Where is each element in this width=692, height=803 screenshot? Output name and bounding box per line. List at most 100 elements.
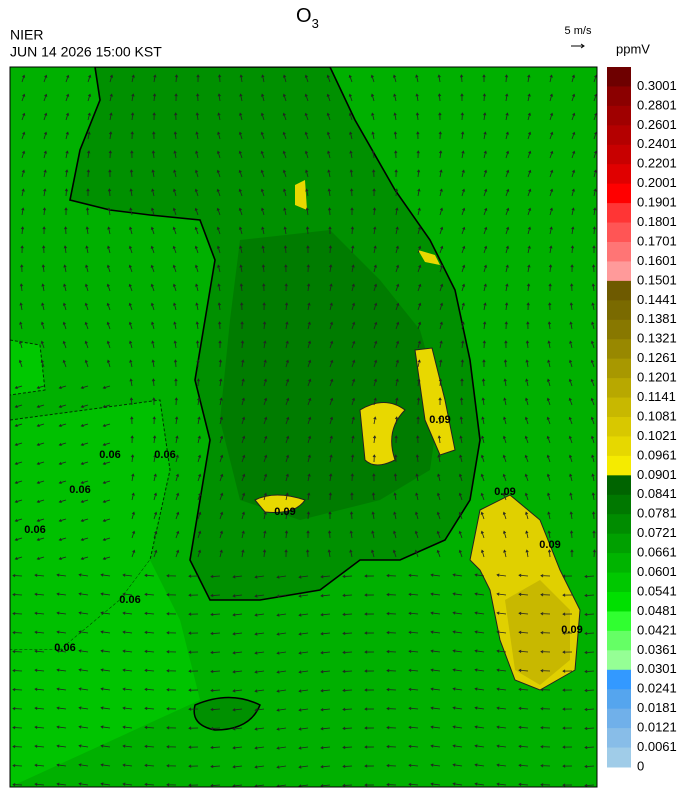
agency: NIER — [10, 27, 43, 43]
wind-arrow — [452, 744, 463, 748]
wind-arrow — [100, 782, 111, 786]
wind-arrow — [78, 668, 89, 672]
wind-arrow — [416, 169, 421, 178]
wind-arrow — [590, 435, 595, 444]
wind-arrow — [58, 480, 67, 485]
wind-arrow — [254, 689, 265, 693]
wind-arrow — [262, 302, 266, 311]
wind-arrow — [65, 169, 69, 178]
wind-arrow — [306, 264, 310, 273]
wind-arrow — [306, 549, 310, 558]
wind-arrow — [480, 549, 485, 558]
wind-arrow — [36, 499, 45, 504]
wind-arrow — [21, 188, 25, 197]
legend-label: 0.1081 — [637, 408, 677, 423]
wind-arrow — [481, 378, 486, 387]
wind-arrow — [548, 264, 553, 273]
wind-arrow — [65, 131, 69, 140]
wind-arrow — [549, 169, 554, 178]
wind-arrow — [276, 727, 287, 731]
wind-arrow — [549, 93, 553, 102]
wind-arrow — [254, 594, 265, 598]
wind-arrow — [584, 669, 595, 674]
wind-arrow — [395, 226, 399, 235]
wind-arrow — [151, 169, 155, 178]
wind-arrow — [505, 93, 509, 102]
wind-arrow — [152, 112, 156, 121]
high-zone — [254, 494, 306, 513]
wind-arrow — [540, 631, 551, 635]
wind-arrow — [371, 549, 375, 558]
wind-arrow — [373, 359, 378, 368]
wind-arrow — [195, 340, 200, 349]
wind-arrow — [329, 454, 333, 463]
wind-arrow — [210, 707, 221, 712]
wind-arrow — [241, 549, 245, 558]
wind-arrow — [474, 630, 485, 634]
wind-arrow — [496, 611, 507, 615]
wind-arrow — [562, 612, 573, 616]
wind-arrow — [505, 283, 509, 292]
wind-arrow — [305, 188, 309, 197]
wind-arrow — [58, 461, 67, 466]
wind-arrow — [261, 245, 265, 254]
wind-arrow — [460, 359, 465, 368]
wind-arrow — [219, 454, 224, 463]
wind-arrow — [175, 511, 180, 520]
wind-arrow — [452, 763, 463, 767]
wind-arrow — [197, 530, 202, 539]
wind-arrow — [261, 264, 266, 273]
high-zone — [418, 250, 440, 265]
wind-arrow — [571, 226, 575, 235]
wind-arrow — [18, 340, 23, 349]
wind-arrow — [518, 668, 529, 673]
wind-arrow — [12, 573, 23, 578]
wind-arrow — [84, 340, 89, 349]
wind-arrow — [216, 188, 221, 197]
wind-arrow — [461, 340, 465, 349]
wind-arrow — [329, 378, 334, 387]
wind-arrow — [438, 416, 442, 425]
wind-arrow — [307, 283, 311, 292]
wind-arrow — [351, 416, 355, 425]
wind-arrow — [144, 763, 155, 768]
wind-arrow — [217, 131, 221, 140]
wind-arrow — [307, 302, 311, 311]
wind-arrow — [460, 378, 464, 387]
wind-arrow — [496, 706, 507, 710]
wind-arrow — [36, 480, 45, 485]
wind-arrow — [547, 359, 551, 368]
wind-arrow — [150, 245, 155, 254]
wind-arrow — [386, 669, 397, 673]
wind-arrow — [373, 302, 378, 311]
wind-arrow — [188, 745, 199, 749]
legend-swatch — [607, 669, 631, 690]
wind-arrow — [80, 423, 89, 428]
wind-arrow — [166, 612, 177, 616]
wind-arrow — [592, 226, 597, 235]
wind-arrow — [14, 499, 23, 504]
wind-arrow — [350, 188, 354, 197]
wind-arrow — [34, 630, 45, 634]
wind-arrow — [188, 726, 199, 730]
wind-arrow — [102, 518, 111, 523]
wind-arrow — [351, 340, 356, 349]
wind-arrow — [307, 435, 312, 444]
wind-scale-label: 5 m/s — [565, 25, 592, 37]
wind-arrow — [298, 765, 309, 769]
wind-arrow — [80, 499, 89, 504]
wind-arrow — [238, 226, 243, 235]
wind-arrow — [284, 264, 288, 273]
wind-arrow — [80, 537, 89, 542]
wind-arrow — [284, 530, 289, 539]
wind-arrow — [386, 783, 397, 787]
wind-arrow — [546, 416, 551, 425]
wind-arrow — [546, 397, 551, 406]
wind-arrow — [153, 492, 158, 501]
wind-arrow — [210, 593, 221, 598]
wind-arrow — [241, 378, 245, 387]
wind-arrow — [351, 321, 356, 330]
wind-arrow — [34, 611, 45, 615]
wind-arrow — [584, 631, 595, 636]
wind-arrow — [518, 725, 529, 730]
